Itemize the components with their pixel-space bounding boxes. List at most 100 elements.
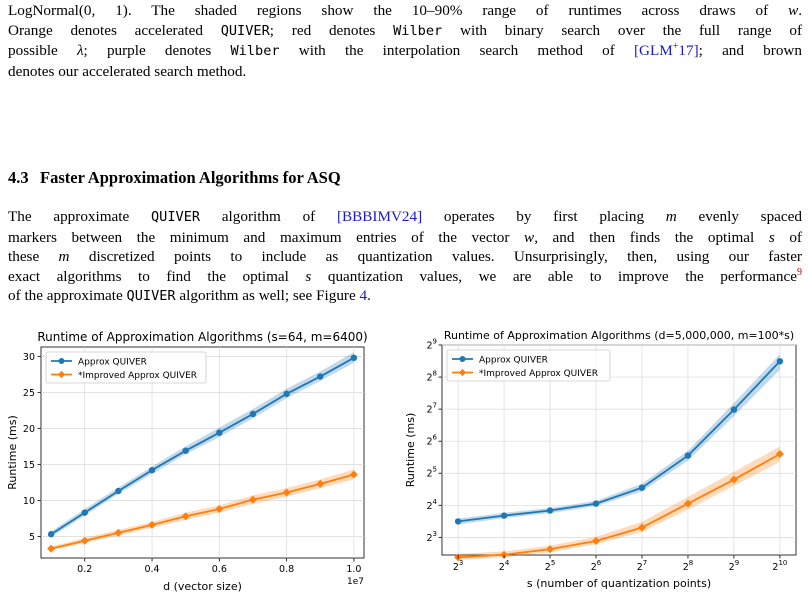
y-axis-label: Runtime (ms) [6,415,19,489]
x-offset-label: 1e7 [347,577,364,587]
math-symbol: s [768,228,775,246]
data-point [215,505,224,514]
x-tick-label: 23 [453,559,464,573]
text-line: LogNormal(0, 1). The shaded regions show… [8,2,802,19]
math-symbol: w [524,228,535,246]
citation-link[interactable]: [GLM [633,42,673,60]
legend-marker [459,356,466,362]
data-point [730,406,738,413]
section-number: 4.3 [8,168,29,187]
chart-title: Runtime of Approximation Algorithms (s=6… [37,330,367,344]
legend-box [45,351,207,384]
y-tick-label: 5 [29,532,35,543]
y-tick-label: 15 [23,460,35,471]
math-symbol: m [665,208,677,225]
text-line: of the approximate QUIVER algorithm as w… [8,287,371,305]
legend-box [446,349,611,382]
text-line: The approximate QUIVER algorithm of [BBB… [8,208,802,225]
x-tick-label: 25 [545,559,556,573]
data-point [637,523,646,532]
data-point [638,484,646,491]
data-point [114,528,123,537]
x-tick-label: 27 [637,559,648,573]
section-heading: 4.3 Faster Approximation Algorithms for A… [8,168,341,188]
series-line-0 [50,357,355,535]
x-tick-label: 0.6 [212,564,227,575]
axis-ticks: 0.2 0.4 0.6 0.8 1.0 5 10 15 20 25 30 [23,352,362,575]
text-line: these m discretized points to include as… [8,248,802,266]
footnote-marker[interactable]: 9 [797,266,803,278]
legend-marker [458,368,467,377]
y-tick-label: 29 [426,338,437,352]
citation-link[interactable]: 4 [359,287,368,305]
data-point [115,487,122,495]
y-axis-label: Runtime (ms) [404,413,417,487]
data-point [47,544,56,553]
chart-runtime-vs-vector-size: 0.2 0.4 0.6 0.8 1.0 5 10 15 20 25 30 Runtime of Ap… [6,330,368,593]
y-tick-label: 25 [23,388,35,399]
x-axis-label: s (number of quantization points) [527,577,711,590]
code-term: QUIVER [150,209,201,225]
legend-label: *Improved Approx QUIVER [479,369,598,379]
x-tick-label: 1.0 [346,564,361,575]
y-tick-label: 28 [426,370,437,384]
code-term: Wilber [230,43,280,60]
data-point [454,518,462,525]
chart-runtime-vs-quantization-points: 23 24 25 26 27 28 29 210 23 24 25 26 27 28 29 Runtime … [404,329,797,590]
legend: Approx QUIVER *Improved Approx QUIVER [45,351,207,384]
math-symbol: w [788,2,799,19]
math-symbol: λ [76,42,84,60]
x-tick-label: 29 [729,559,740,573]
text-line: denotes our accelerated search method. [8,62,247,80]
y-tick-label: 26 [426,434,437,448]
data-point [776,358,784,365]
legend-marker [57,370,66,379]
chart-title: Runtime of Approximation Algorithms (d=5… [444,329,794,342]
data-point [500,550,509,559]
citation-link[interactable]: [BBBIMV24] [336,208,423,225]
data-point [317,373,324,380]
x-tick-label: 24 [499,559,510,573]
text-line: Orange denotes accelerated QUIVER; red d… [8,21,802,39]
data-point [249,410,257,418]
data-point [148,520,157,529]
citation-superscript: + [672,41,679,53]
x-tick-label: 0.2 [77,564,92,575]
data-point [683,499,692,508]
series-line-1 [50,473,355,550]
text-line: markers between the minimum and maximum … [8,228,802,246]
y-tick-label: 27 [426,402,437,416]
section-title: Faster Approximation Algorithms for ASQ [40,168,341,187]
data-point [216,429,223,436]
code-term: QUIVER [126,288,176,305]
data-point [182,447,189,454]
legend: Approx QUIVER *Improved Approx QUIVER [446,349,611,382]
body-paragraph: The approximate QUIVER algorithm of [BBB… [8,207,802,307]
data-point [80,536,89,545]
y-tick-label: 23 [426,530,437,544]
data-point [47,531,55,538]
citation-link[interactable]: 17] [678,42,699,60]
data-point [248,495,257,504]
series-line-1 [458,453,781,559]
data-point [500,512,508,519]
data-point [350,354,358,362]
x-tick-label: 0.8 [279,564,294,575]
data-point [729,475,738,484]
data-point [181,512,190,521]
data-point [349,470,358,479]
text-line: possible λ; purple denotes Wilber with t… [8,41,802,60]
math-symbol: m [58,248,70,266]
legend-marker [58,358,65,364]
figure-caption-continuation: LogNormal(0, 1). The shaded regions show… [8,1,802,81]
y-tick-label: 20 [23,424,35,435]
data-point [592,536,601,545]
data-point [316,479,325,488]
x-tick-label: 0.4 [144,564,159,575]
range-band-series-1 [458,446,780,561]
axis-ticks: 23 24 25 26 27 28 29 210 23 24 25 26 27 28 29 [426,338,787,574]
legend-label: Approx QUIVER [78,357,147,367]
data-point [775,450,784,459]
data-point [148,466,156,474]
x-axis-label: d (vector size) [163,580,242,593]
